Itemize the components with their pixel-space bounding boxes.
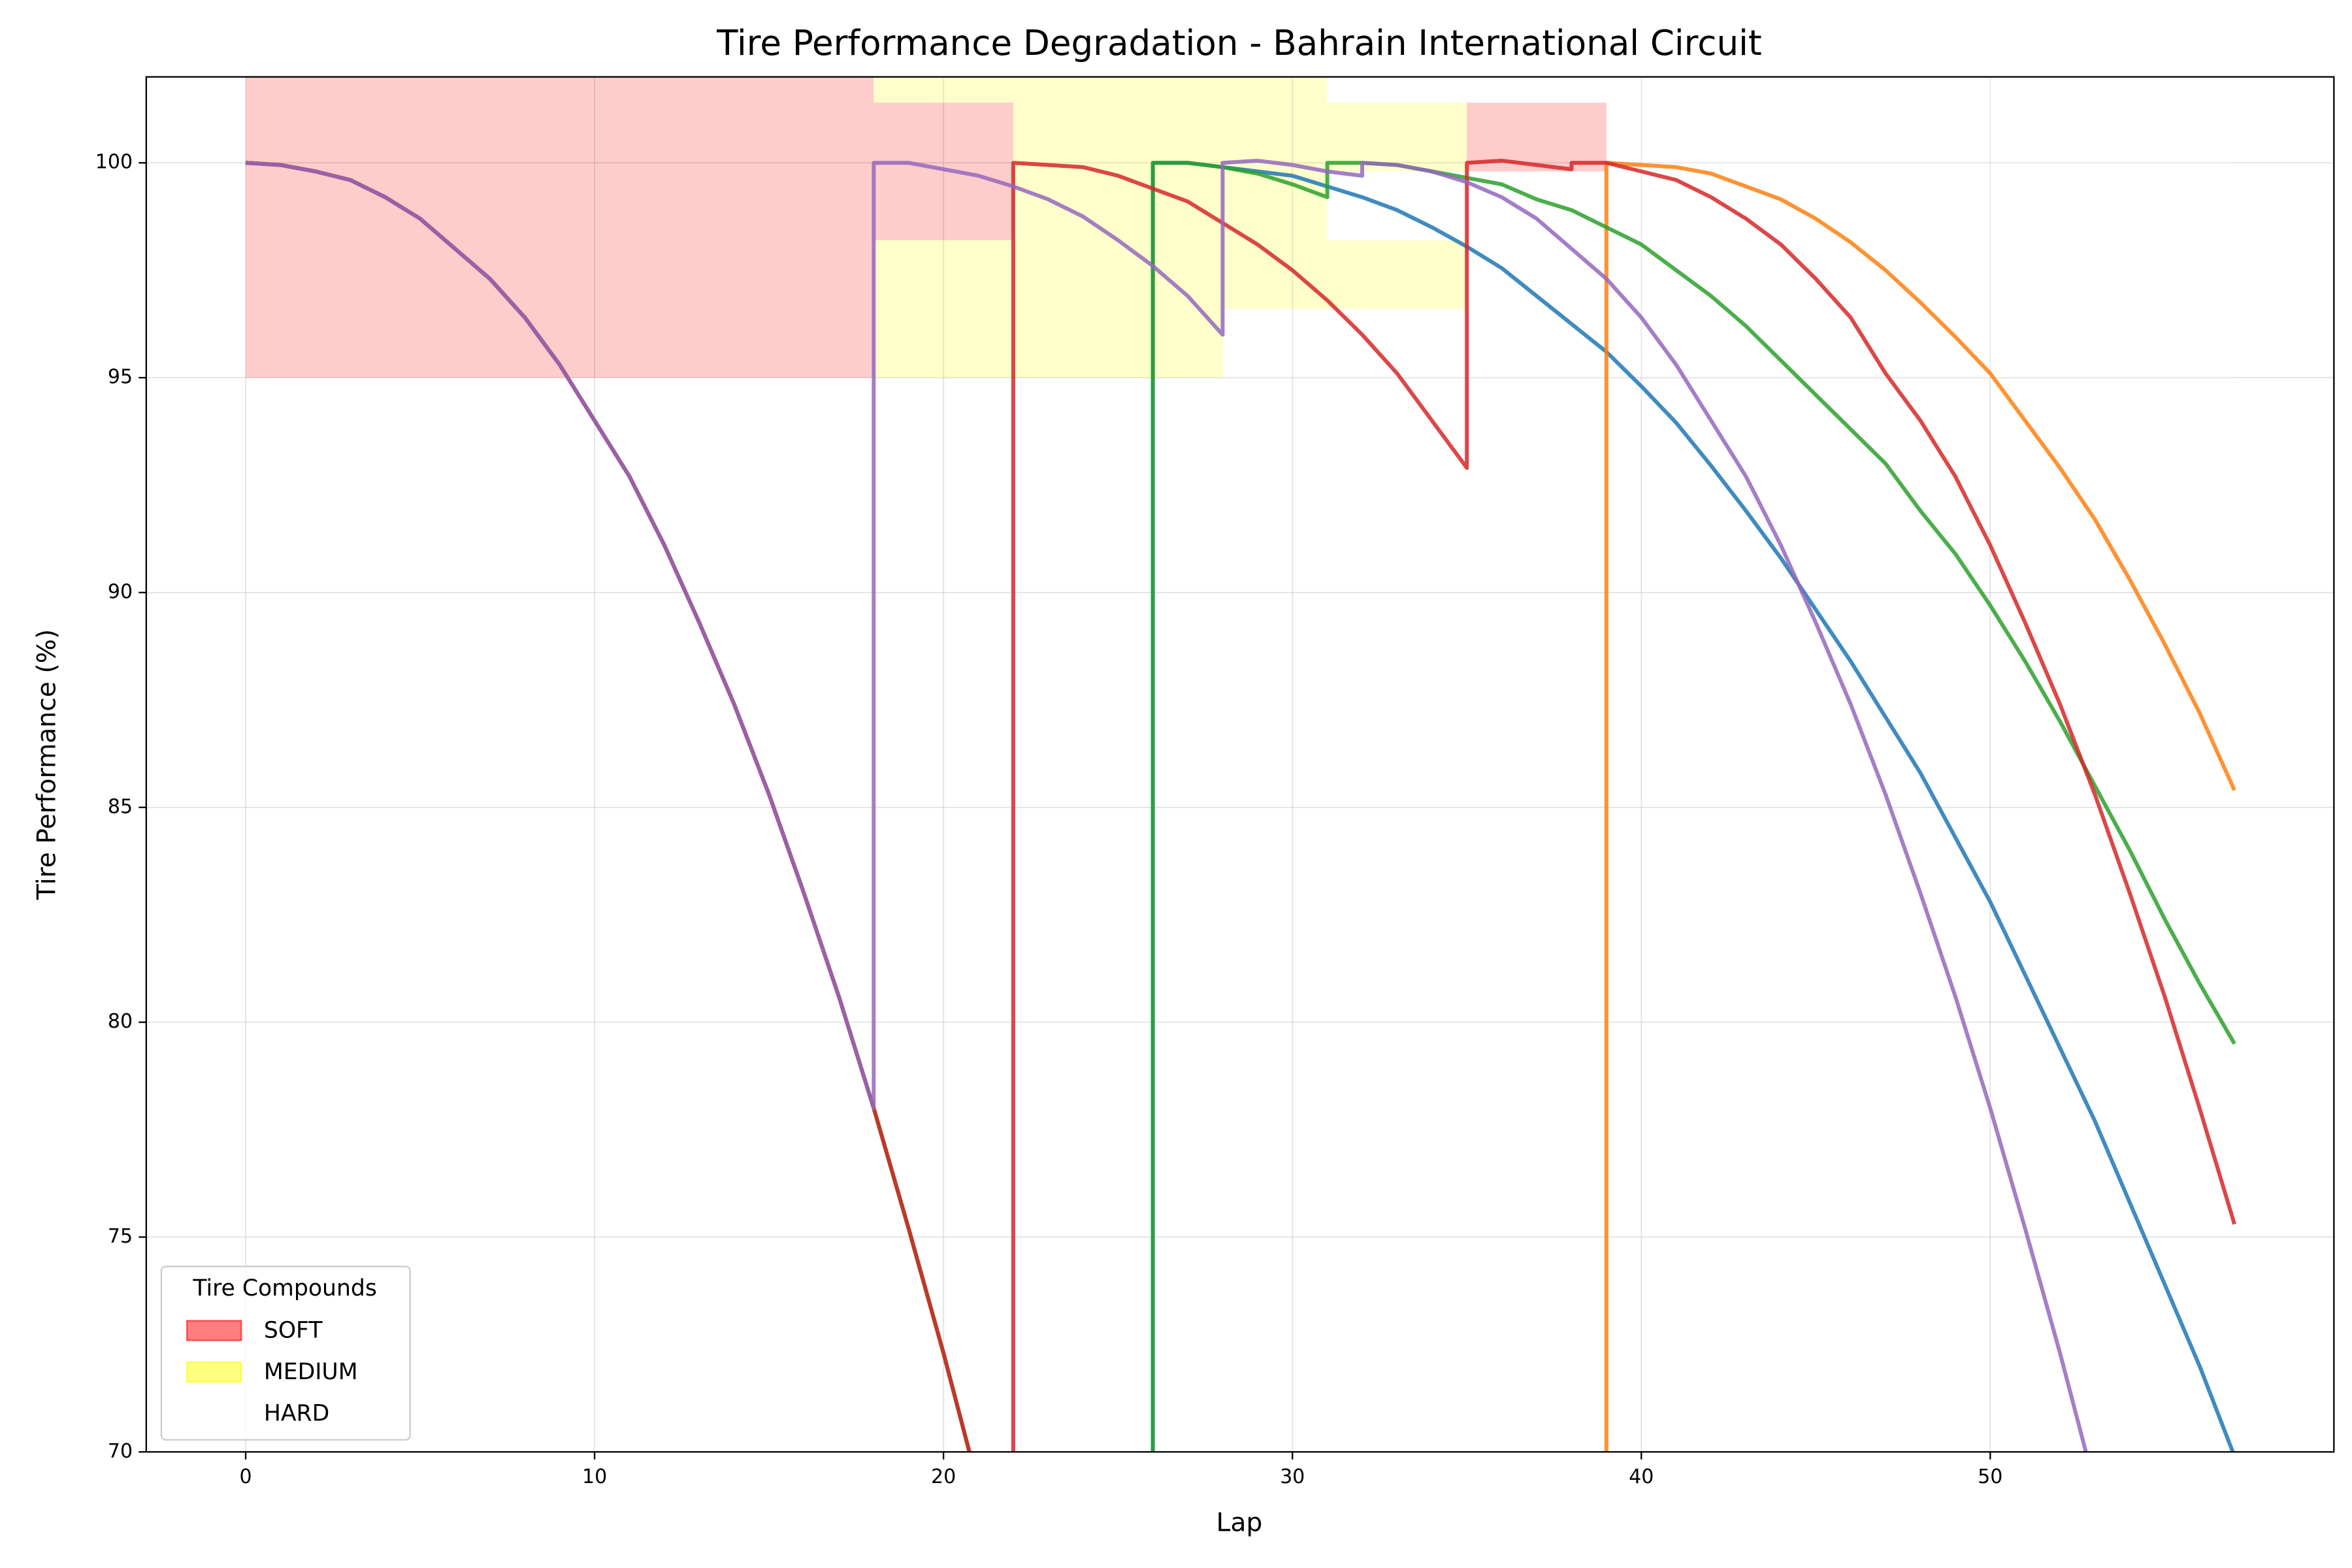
- chart-title: Tire Performance Degradation - Bahrain I…: [716, 23, 1762, 63]
- legend-box: [160, 1266, 411, 1441]
- y-tick-label: 90: [108, 580, 133, 603]
- plot-area: [146, 76, 2334, 1452]
- x-tick-label: 0: [240, 1465, 252, 1488]
- y-tick-label: 85: [108, 795, 133, 818]
- x-tick-label: 30: [1280, 1465, 1305, 1488]
- stint-band: [874, 308, 1223, 378]
- legend-label: MEDIUM: [264, 1359, 358, 1385]
- legend-swatch: [186, 1320, 242, 1341]
- performance-line: [245, 158, 2088, 1452]
- y-tick-label: 95: [108, 366, 133, 389]
- stint-band: [246, 171, 1013, 240]
- axes-frame: [145, 76, 2335, 1453]
- y-tick-label: 80: [108, 1010, 133, 1033]
- y-axis-label: Tire Performance (%): [32, 629, 61, 900]
- stint-band: [874, 240, 1467, 309]
- legend-title: Tire Compounds: [192, 1275, 377, 1301]
- stint-band: [1606, 103, 2235, 172]
- y-tick-label: 75: [108, 1225, 133, 1248]
- legend-swatch: [186, 1403, 242, 1424]
- stint-band: [1327, 76, 2235, 103]
- x-tick-label: 50: [1978, 1465, 2002, 1488]
- stint-band: [1327, 171, 2235, 240]
- x-axis-label: Lap: [1217, 1509, 1263, 1538]
- stint-band: [1467, 240, 2235, 309]
- legend: Tire Compounds SOFT MEDIUM HARD: [160, 1266, 411, 1441]
- stint-band: [246, 240, 874, 309]
- legend-swatch: [186, 1361, 242, 1383]
- y-tick-label: 70: [108, 1440, 133, 1463]
- stint-band: [246, 103, 1013, 172]
- x-tick-label: 10: [582, 1465, 607, 1488]
- stint-band: [1222, 308, 2235, 378]
- stint-band: [246, 76, 874, 103]
- legend-label: SOFT: [264, 1318, 323, 1344]
- x-tick-label: 40: [1629, 1465, 1654, 1488]
- legend-label: HARD: [264, 1401, 329, 1427]
- x-tick-label: 20: [931, 1465, 956, 1488]
- y-tick-label: 100: [95, 151, 133, 174]
- stint-band: [874, 76, 1328, 103]
